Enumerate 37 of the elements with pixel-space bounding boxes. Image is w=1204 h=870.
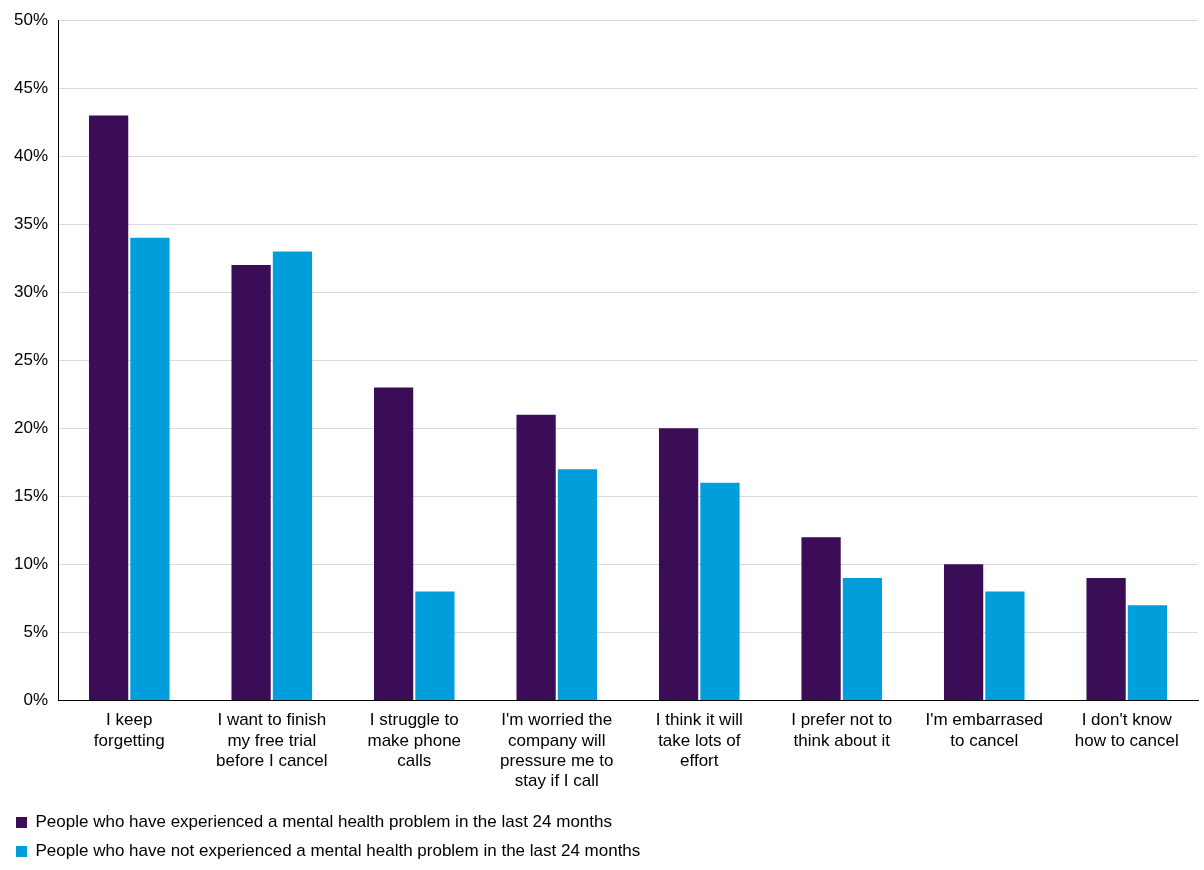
- bar: [1127, 605, 1168, 700]
- bar: [557, 469, 598, 700]
- y-tick-label: 20%: [13, 418, 49, 438]
- bar: [801, 537, 841, 700]
- bar: [985, 591, 1025, 700]
- y-tick-label: 30%: [13, 281, 49, 301]
- x-tick-label: I struggle to make phone calls: [367, 710, 462, 771]
- legend-label: People who have experienced a mental health problem in the last 24 months: [35, 812, 612, 832]
- bar: [516, 414, 556, 700]
- x-tick-label: I don't know how to cancel: [1074, 710, 1179, 750]
- bar: [658, 428, 699, 700]
- x-tick-label: I'm worried the company will pressure me to stay if I call: [500, 710, 614, 791]
- y-tick-label: 25%: [13, 349, 49, 369]
- y-tick-label: 5%: [23, 622, 49, 642]
- y-tick-label: 15%: [13, 486, 49, 506]
- bar: [272, 251, 313, 700]
- y-tick-label: 10%: [13, 554, 49, 574]
- bar: [415, 591, 455, 700]
- x-tick-label: I prefer not to think about it: [791, 710, 893, 750]
- bar: [231, 265, 271, 700]
- y-tick-label: 50%: [13, 9, 49, 29]
- x-tick-label: I want to finish my free trial before I cancel: [216, 710, 328, 771]
- bar: [1086, 577, 1126, 700]
- x-tick-label: I think it will take lots of effort: [655, 710, 743, 771]
- bar: [700, 482, 740, 700]
- bar: [373, 387, 414, 700]
- x-tick-label: I'm embarrased to cancel: [925, 710, 1044, 750]
- bar: [943, 564, 984, 700]
- y-tick-label: 45%: [13, 77, 49, 97]
- x-tick-label: I keep forgetting: [93, 710, 165, 750]
- bar: [130, 237, 170, 700]
- legend-label: People who have not experienced a mental health problem in the last 24 months: [35, 841, 641, 861]
- y-tick-label: 35%: [13, 213, 49, 233]
- bar: [88, 115, 129, 700]
- y-tick-label: 0%: [23, 690, 49, 710]
- y-tick-label: 40%: [13, 145, 49, 165]
- bar: [842, 577, 883, 700]
